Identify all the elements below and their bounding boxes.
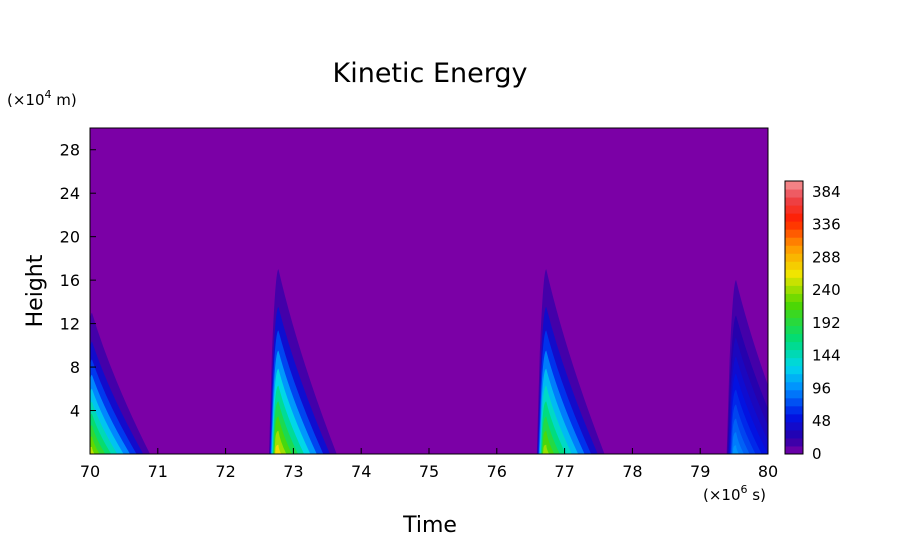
x-tick-label: 71 xyxy=(148,462,168,481)
colorbar-band xyxy=(785,365,803,375)
energy-contour xyxy=(275,444,282,454)
y-axis-ticks: 4 8 12 16 20 24 28 xyxy=(60,141,96,421)
colorbar-band xyxy=(785,229,803,238)
colorbar-band xyxy=(785,429,803,439)
energy-contour xyxy=(732,445,739,454)
colorbar-band xyxy=(785,381,803,391)
y-tick-label: 8 xyxy=(70,358,80,377)
x-tick-label: 77 xyxy=(554,462,574,481)
colorbar-band xyxy=(785,325,803,335)
colorbar-band xyxy=(785,405,803,415)
y-axis-unit: (×104 m) xyxy=(7,88,77,109)
x-tick-label: 78 xyxy=(622,462,642,481)
colorbar-tick-label: 0 xyxy=(812,445,822,463)
y-tick-label: 4 xyxy=(70,402,80,421)
colorbar-band xyxy=(785,277,803,286)
energy-event xyxy=(269,269,337,454)
colorbar-band xyxy=(785,285,803,294)
energy-event xyxy=(726,280,768,454)
colorbar-band xyxy=(785,189,803,198)
x-tick-label: 73 xyxy=(283,462,303,481)
colorbar-band xyxy=(785,333,803,343)
colorbar-band xyxy=(785,317,803,327)
colorbar-tick-label: 48 xyxy=(812,412,831,430)
colorbar-tick-label: 288 xyxy=(812,248,841,266)
colorbar-band xyxy=(785,261,803,270)
energy-contour xyxy=(542,444,550,454)
colorbar-band xyxy=(785,253,803,262)
colorbar-band xyxy=(785,213,803,222)
x-tick-label: 74 xyxy=(351,462,371,481)
plot-area xyxy=(90,128,768,454)
colorbar-band xyxy=(785,421,803,431)
colorbar-band xyxy=(785,237,803,246)
x-tick-label: 80 xyxy=(758,462,778,481)
energy-event xyxy=(536,269,605,454)
colorbar xyxy=(785,181,803,455)
colorbar-band xyxy=(785,245,803,254)
colorbar-tick-label: 240 xyxy=(812,281,841,299)
colorbar-band xyxy=(785,341,803,351)
colorbar-band xyxy=(785,413,803,423)
colorbar-band xyxy=(785,437,803,447)
x-axis-unit: (×106 s) xyxy=(703,483,766,504)
colorbar-tick-label: 336 xyxy=(812,216,841,234)
colorbar-band xyxy=(785,349,803,359)
colorbar-band xyxy=(785,181,803,190)
colorbar-tick-label: 384 xyxy=(812,183,841,201)
colorbar-tick-label: 96 xyxy=(812,379,831,397)
x-axis-title: Time xyxy=(402,513,457,538)
colorbar-tick-label: 192 xyxy=(812,314,841,332)
colorbar-band xyxy=(785,301,803,310)
y-axis-title: Height xyxy=(23,254,48,327)
colorbar-band xyxy=(785,197,803,206)
colorbar-band xyxy=(785,205,803,214)
energy-contour xyxy=(90,446,95,454)
x-tick-label: 79 xyxy=(690,462,710,481)
chart-title: Kinetic Energy xyxy=(333,58,528,89)
x-tick-label: 76 xyxy=(487,462,507,481)
energy-event xyxy=(90,312,151,454)
x-axis-ticks: 70 71 72 73 74 75 76 77 78 79 80 xyxy=(80,448,778,481)
y-tick-label: 12 xyxy=(60,315,80,334)
colorbar-ticks: 0 48 96 144 192 240 288 336 384 xyxy=(812,183,841,463)
plot-background xyxy=(90,128,768,454)
colorbar-band xyxy=(785,309,803,318)
colorbar-band xyxy=(785,269,803,278)
colorbar-band xyxy=(785,373,803,383)
y-tick-label: 20 xyxy=(60,228,80,247)
colorbar-band xyxy=(785,445,803,455)
energy-events xyxy=(90,269,768,454)
x-tick-label: 70 xyxy=(80,462,100,481)
x-tick-label: 72 xyxy=(215,462,235,481)
x-tick-label: 75 xyxy=(419,462,439,481)
colorbar-band xyxy=(785,293,803,302)
colorbar-band xyxy=(785,397,803,407)
y-tick-label: 24 xyxy=(60,184,80,203)
colorbar-frame xyxy=(784,180,804,455)
colorbar-band xyxy=(785,357,803,367)
y-tick-label: 28 xyxy=(60,141,80,160)
colorbar-tick-label: 144 xyxy=(812,347,841,365)
y-tick-label: 16 xyxy=(60,271,80,290)
colorbar-band xyxy=(785,389,803,399)
colorbar-band xyxy=(785,221,803,230)
